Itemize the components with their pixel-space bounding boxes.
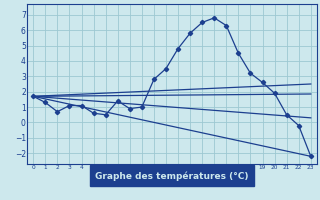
X-axis label: Graphe des températures (°C): Graphe des températures (°C) xyxy=(95,171,249,181)
